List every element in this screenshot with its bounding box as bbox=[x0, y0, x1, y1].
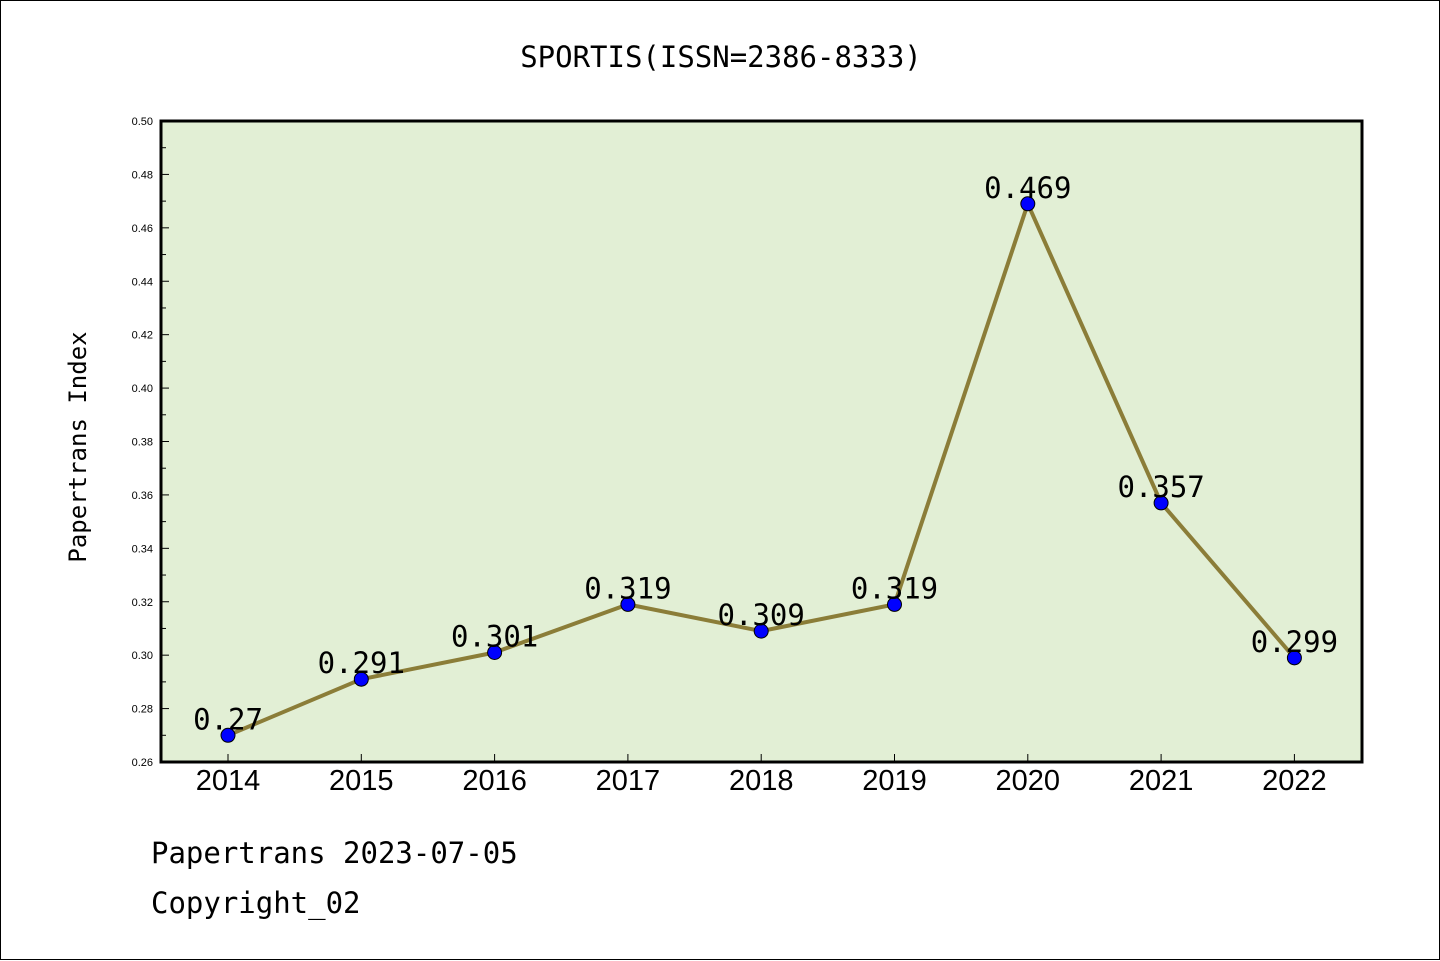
x-tick-label: 2021 bbox=[1129, 765, 1194, 797]
x-tick-label: 2014 bbox=[196, 765, 261, 797]
y-tick-label: 0.26 bbox=[132, 757, 153, 769]
data-label: 0.301 bbox=[451, 619, 538, 653]
data-point bbox=[1153, 495, 1169, 511]
y-axis: 0.26 0.28 0.30 0.32 0.34 0.36 0.38 0.40 0.42 0.44… bbox=[132, 116, 169, 769]
data-point bbox=[887, 596, 902, 612]
x-tick-label: 2022 bbox=[1262, 765, 1327, 797]
y-tick-label: 0.48 bbox=[132, 169, 153, 181]
y-tick-label: 0.50 bbox=[132, 116, 153, 128]
y-tick-label: 0.36 bbox=[132, 490, 153, 502]
x-axis: 2014 2015 2016 2017 2018 2019 2020 2021 2022 bbox=[196, 754, 1327, 797]
footer-copyright: Copyright_02 bbox=[151, 886, 361, 920]
data-label: 0.357 bbox=[1117, 470, 1204, 504]
data-label: 0.299 bbox=[1251, 625, 1338, 659]
data-label: 0.319 bbox=[584, 571, 671, 605]
x-tick-label: 2018 bbox=[729, 765, 794, 797]
plot-border bbox=[159, 119, 1364, 764]
data-point bbox=[620, 596, 636, 612]
y-tick-label: 0.30 bbox=[132, 650, 153, 662]
data-point bbox=[353, 671, 369, 687]
data-label: 0.309 bbox=[718, 598, 805, 632]
y-tick-label: 0.44 bbox=[132, 276, 153, 288]
y-tick-label: 0.46 bbox=[132, 223, 153, 235]
y-tick-label: 0.28 bbox=[132, 704, 153, 716]
data-point bbox=[220, 727, 236, 743]
x-tick-label: 2020 bbox=[996, 765, 1061, 797]
y-tick-label: 0.42 bbox=[132, 330, 153, 342]
y-tick-label: 0.34 bbox=[132, 543, 153, 555]
y-tick-label: 0.38 bbox=[132, 437, 153, 449]
x-tick-label: 2017 bbox=[596, 765, 661, 797]
data-points bbox=[220, 196, 1302, 743]
x-tick-label: 2016 bbox=[462, 765, 527, 797]
data-point bbox=[1020, 196, 1036, 212]
x-tick-label: 2019 bbox=[862, 765, 927, 797]
y-axis-label: Papertrans Index bbox=[64, 331, 92, 562]
data-label: 0.27 bbox=[193, 702, 263, 736]
data-point bbox=[753, 623, 769, 639]
data-labels: 0.27 0.291 0.301 0.319 0.309 0.319 0.469 0.357 0… bbox=[193, 171, 1338, 736]
data-label: 0.291 bbox=[318, 646, 405, 680]
y-tick-label: 0.32 bbox=[132, 597, 153, 609]
plot-area bbox=[161, 121, 1362, 762]
chart-title: SPORTIS(ISSN=2386-8333) bbox=[520, 40, 922, 74]
data-point bbox=[1286, 650, 1302, 666]
data-label: 0.319 bbox=[851, 571, 938, 605]
x-tick-label: 2015 bbox=[329, 765, 394, 797]
footer-source: Papertrans 2023-07-05 bbox=[151, 836, 518, 870]
data-label: 0.469 bbox=[984, 171, 1071, 205]
data-point bbox=[487, 644, 503, 660]
y-tick-label: 0.40 bbox=[132, 383, 153, 395]
